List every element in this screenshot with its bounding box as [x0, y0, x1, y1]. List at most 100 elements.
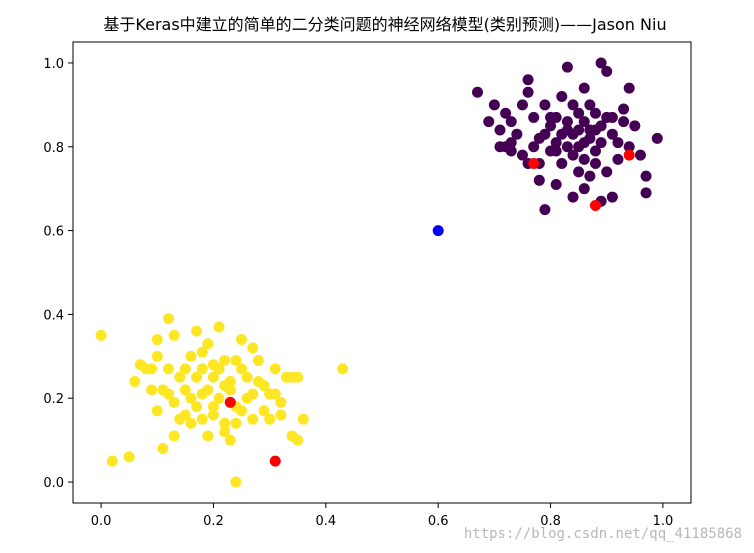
data-point-class0	[247, 342, 259, 354]
data-point-class1	[606, 128, 618, 140]
data-point-class0	[247, 413, 259, 425]
data-point-class0	[179, 384, 191, 396]
data-point-class0	[95, 329, 107, 341]
data-point-class1	[578, 82, 590, 94]
data-point-class0	[163, 313, 175, 325]
data-point-class0	[106, 455, 118, 467]
data-point-class0	[230, 476, 242, 488]
data-point-class0	[236, 405, 248, 417]
data-point-class1	[618, 116, 630, 128]
data-point-class1	[623, 141, 635, 153]
data-point-class1	[545, 145, 557, 157]
data-point-class0	[207, 401, 219, 413]
data-point-class1	[516, 99, 528, 111]
data-point-new_point	[432, 225, 444, 237]
data-point-class0	[337, 363, 349, 375]
data-point-class0	[219, 426, 231, 438]
data-point-class0	[207, 409, 219, 421]
data-point-class0	[179, 363, 191, 375]
data-point-class1	[640, 187, 652, 199]
data-point-class0	[275, 396, 287, 408]
data-point-class0	[151, 334, 163, 346]
data-point-class1	[618, 103, 630, 115]
data-point-class0	[168, 396, 180, 408]
data-point-class1	[488, 99, 500, 111]
y-tick-label: 0.4	[43, 308, 64, 323]
data-point-class1	[567, 149, 579, 161]
data-point-class1	[545, 111, 557, 123]
data-point-class1	[578, 153, 590, 165]
data-point-class1	[573, 107, 585, 119]
data-point-class1	[589, 145, 601, 157]
data-point-class0	[241, 371, 253, 383]
data-point-class0	[163, 363, 175, 375]
data-point-class0	[196, 363, 208, 375]
x-tick-label: 1.0	[653, 514, 674, 529]
data-point-class0	[258, 405, 270, 417]
data-point-predicted	[623, 149, 635, 161]
data-point-class0	[213, 392, 225, 404]
data-point-class0	[230, 417, 242, 429]
x-tick-label: 0.8	[540, 514, 561, 529]
data-point-class0	[185, 417, 197, 429]
data-point-class0	[202, 430, 214, 442]
data-point-class0	[202, 384, 214, 396]
data-point-class1	[601, 166, 613, 178]
data-point-class0	[191, 401, 203, 413]
x-tick-label: 0.4	[315, 514, 336, 529]
data-point-predicted	[224, 396, 236, 408]
data-point-class0	[151, 405, 163, 417]
data-point-class0	[174, 371, 186, 383]
data-point-class1	[561, 116, 573, 128]
data-point-class1	[556, 90, 568, 102]
data-point-class1	[640, 170, 652, 182]
data-point-class1	[483, 116, 495, 128]
y-tick-label: 0.8	[43, 141, 64, 156]
data-point-class0	[146, 384, 158, 396]
data-point-class1	[500, 141, 512, 153]
data-point-class1	[516, 149, 528, 161]
data-point-class0	[146, 363, 158, 375]
data-point-class1	[561, 141, 573, 153]
data-point-class0	[202, 338, 214, 350]
data-point-class0	[224, 434, 236, 446]
data-point-class0	[174, 413, 186, 425]
data-point-class1	[584, 132, 596, 144]
data-point-class1	[595, 137, 607, 149]
x-axis: 0.0 0.2 0.4 0.6 0.8 1.0	[91, 503, 674, 529]
y-tick-label: 0.0	[43, 476, 64, 491]
data-point-class1	[567, 99, 579, 111]
x-tick-label: 0.6	[428, 514, 449, 529]
data-point-class1	[511, 128, 523, 140]
data-point-class1	[539, 99, 551, 111]
data-point-class0	[230, 355, 242, 367]
data-point-class1	[550, 137, 562, 149]
data-point-class1	[601, 65, 613, 77]
data-point-class1	[578, 183, 590, 195]
watermark: https://blog.csdn.net/qq_41185868	[464, 526, 742, 542]
data-point-class1	[494, 124, 506, 136]
data-point-class0	[196, 346, 208, 358]
data-point-class1	[533, 174, 545, 186]
data-point-class0	[151, 350, 163, 362]
data-point-class0	[236, 334, 248, 346]
data-point-class0	[207, 359, 219, 371]
data-point-class1	[528, 141, 540, 153]
data-point-class1	[606, 111, 618, 123]
data-point-class1	[595, 57, 607, 69]
data-point-class1	[589, 107, 601, 119]
data-point-class1	[539, 128, 551, 140]
data-point-class1	[556, 158, 568, 170]
x-tick-label: 0.2	[203, 514, 224, 529]
data-point-class1	[545, 120, 557, 132]
data-point-predicted	[589, 199, 601, 211]
data-point-class1	[578, 116, 590, 128]
data-point-class0	[163, 388, 175, 400]
data-point-predicted	[269, 455, 281, 467]
data-point-class1	[505, 116, 517, 128]
data-point-class0	[219, 417, 231, 429]
data-point-class0	[247, 388, 259, 400]
data-point-class0	[185, 350, 197, 362]
data-point-class1	[584, 170, 596, 182]
data-point-class1	[584, 99, 596, 111]
